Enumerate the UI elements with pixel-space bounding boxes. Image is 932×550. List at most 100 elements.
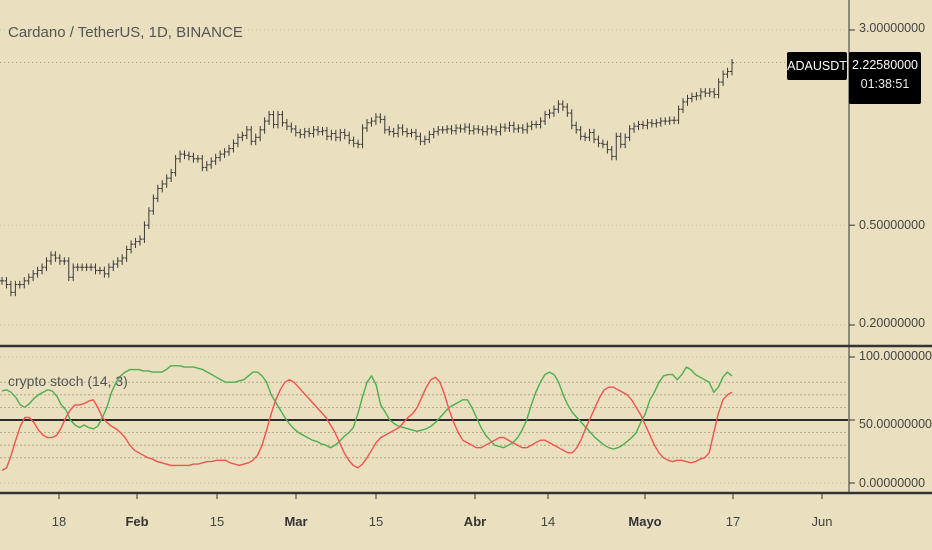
candle [57, 254, 62, 265]
candle [592, 128, 597, 144]
candle [231, 139, 236, 153]
candle [640, 120, 645, 130]
candle [489, 125, 494, 134]
candle [560, 100, 565, 111]
candle [275, 110, 280, 129]
candle [369, 117, 374, 127]
candle [84, 263, 89, 272]
candle [240, 131, 245, 142]
candle [133, 237, 138, 249]
candle [356, 139, 361, 149]
candle [111, 260, 116, 272]
candle [529, 120, 534, 131]
candle [538, 117, 543, 129]
candle [302, 127, 307, 139]
candle [445, 125, 450, 134]
candle [17, 280, 22, 289]
candle [271, 110, 276, 129]
candle [436, 126, 441, 136]
candle [164, 174, 169, 188]
candle [137, 235, 142, 246]
candle [333, 129, 338, 142]
candle [31, 270, 36, 282]
candle [712, 88, 717, 99]
candle [511, 121, 516, 133]
time-axis-label: 18 [51, 514, 67, 529]
candle [382, 115, 387, 134]
candle [467, 123, 472, 135]
candle [351, 136, 356, 148]
stoch-d-line [1, 376, 733, 472]
price-axis-label: 0.20000000 [859, 316, 926, 330]
candle [44, 257, 49, 272]
candle [391, 127, 396, 138]
candle [609, 145, 614, 161]
candle [209, 157, 214, 169]
candle [151, 194, 156, 215]
candle [307, 127, 312, 138]
candle [574, 121, 579, 134]
candle [222, 148, 227, 159]
candle [462, 123, 467, 133]
candle [280, 110, 285, 127]
candlestick-series [0, 59, 734, 297]
candle [22, 277, 27, 289]
candle [458, 124, 463, 133]
candle [583, 132, 588, 142]
candle [253, 133, 258, 146]
grid-lines [0, 29, 848, 484]
indicator-title: crypto stoch (14, 3) [8, 373, 128, 389]
candle [703, 88, 708, 98]
time-axis-label: 15 [368, 514, 384, 529]
candle [115, 257, 120, 268]
candle [645, 119, 650, 130]
candle [516, 124, 521, 133]
candle [725, 67, 730, 79]
candle [258, 126, 263, 142]
candle [627, 125, 632, 142]
candle [120, 254, 125, 265]
candle [698, 88, 703, 100]
candle [320, 126, 325, 136]
candle [48, 251, 53, 265]
candle [182, 150, 187, 160]
candle [249, 126, 254, 146]
symbol-tag: ADAUSDT [787, 52, 847, 80]
candle [405, 127, 410, 138]
candle [218, 150, 223, 162]
time-axis-label: Jun [811, 514, 833, 529]
candle [494, 126, 499, 136]
candle [53, 251, 58, 262]
candle [97, 266, 102, 275]
candle [200, 155, 205, 172]
candle [520, 124, 525, 134]
candle [449, 125, 454, 135]
candle [124, 245, 129, 262]
candle [0, 277, 4, 285]
candle [316, 126, 321, 136]
candle [543, 110, 548, 125]
candle [75, 263, 80, 272]
candle [93, 263, 98, 275]
indicator-axis-label: 50.00000000 [859, 417, 932, 431]
candle [235, 133, 240, 148]
candle [730, 59, 734, 76]
candle [485, 125, 490, 136]
candle [596, 135, 601, 148]
stoch-k-line [1, 365, 733, 450]
candle [26, 273, 31, 285]
candle [614, 132, 619, 161]
candle [40, 263, 45, 275]
candle [293, 125, 298, 137]
candle [396, 124, 401, 138]
candle [654, 119, 659, 128]
candle [600, 139, 605, 149]
candle [195, 155, 200, 163]
candle [676, 105, 681, 125]
candle [342, 128, 347, 140]
candle [173, 155, 178, 177]
candle [685, 94, 690, 106]
candle [4, 277, 9, 289]
